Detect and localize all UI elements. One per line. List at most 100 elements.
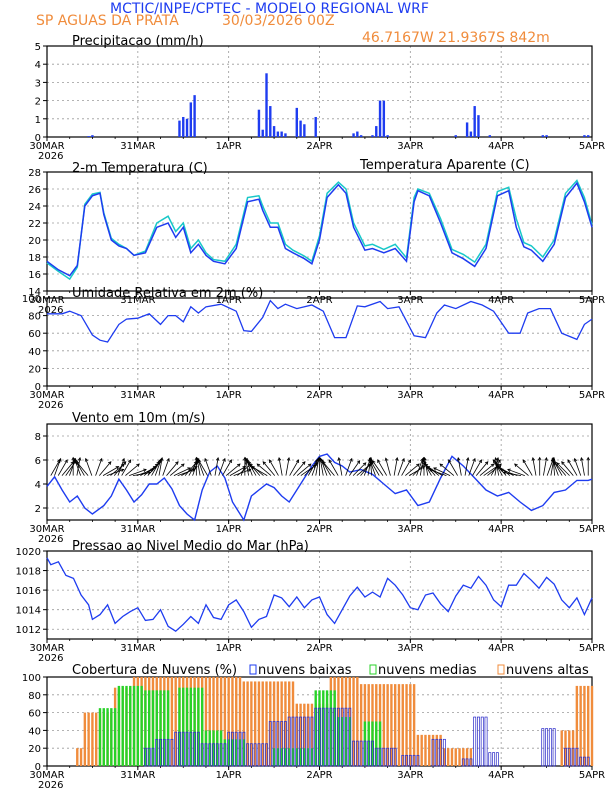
cloud-mid-bar [242, 739, 246, 766]
cloud-low-bar [147, 747, 151, 767]
x-tick-label: 30MAR [29, 390, 64, 401]
cloud-low-bar [265, 743, 268, 767]
wind-arrow-head [439, 463, 444, 467]
cloud-mid-bar [140, 685, 143, 766]
wind-arrow-head [395, 457, 399, 461]
cloud-mid-bar [272, 748, 276, 766]
x-year-label: 2026 [38, 534, 63, 545]
cloud-low-bar [306, 716, 310, 767]
wind-arrow [433, 467, 451, 476]
wind-arrow [457, 457, 462, 476]
precip-bar [477, 115, 480, 137]
x-tick-label: 5APR [579, 524, 605, 535]
wind-arrow-head [369, 459, 373, 464]
cloud-low-bar [257, 743, 261, 767]
wind-arrow [285, 457, 290, 476]
cloud-high-bar [583, 685, 586, 766]
rh-panel: 30MAR 31MAR 1APR 2APR 3APR 4APR 5APR 2026 0 20 40 6… [22, 286, 605, 411]
cloud-mid-bar [363, 721, 367, 766]
wind-arrow-head [407, 459, 412, 464]
wind-arrow [372, 460, 384, 476]
wind-arrow [416, 458, 424, 476]
cloud-high-bar [253, 681, 257, 766]
cloud-high-bar [299, 703, 302, 766]
cloud-mid-bar [147, 690, 151, 766]
cloud-mid-bar [159, 690, 162, 766]
y-tick-label: 22 [28, 219, 41, 230]
wind-arrow-head [522, 459, 527, 464]
cloud-high-bar [416, 734, 420, 766]
precip-bar [87, 136, 90, 137]
wind-arrow [307, 459, 318, 476]
cloud-high-bar [204, 677, 208, 766]
cloud-low-bar [412, 754, 416, 767]
wind-arrow [546, 458, 554, 476]
cloud-high-bar [170, 677, 174, 766]
y-tick-label: 40 [28, 347, 41, 358]
wind-arrow [567, 459, 578, 476]
wind-arrow [293, 461, 306, 476]
precip-bar [473, 106, 476, 137]
wind-arrow [363, 458, 371, 476]
wind-arrow-head [269, 459, 273, 464]
cloud-low-bar [170, 738, 174, 767]
wind-arrow [503, 472, 522, 476]
cloud-high-bar [91, 712, 94, 766]
wind-arrow [574, 458, 582, 476]
cloud-low-bar [363, 740, 367, 767]
precip-bar [299, 120, 302, 137]
cloud-mid-bar [280, 748, 283, 766]
x-tick-label: 2APR [306, 643, 332, 654]
cloud-high-bar [409, 684, 412, 766]
wind-arrow-head [497, 459, 501, 464]
precip-bar [193, 95, 196, 137]
cloud-high-bar [95, 712, 98, 766]
cloud-low-bar [359, 740, 363, 767]
y-tick-label: 4 [35, 480, 41, 491]
cloud-low-bar [401, 754, 405, 767]
wind-arrow-head [552, 459, 556, 464]
cloud-mid-bar [102, 708, 105, 766]
x-tick-label: 30MAR [29, 770, 64, 781]
wind-arrow [151, 459, 161, 476]
cloud-mid-bar [238, 739, 242, 766]
wind-arrow-head [295, 459, 300, 464]
x-tick-label: 4APR [488, 643, 514, 654]
cloud-mid-bar [216, 730, 219, 766]
y-tick-label: 40 [28, 726, 41, 737]
cloud-high-bar [269, 681, 272, 766]
cloud-low-bar [268, 721, 272, 767]
cloud-low-bar [465, 758, 469, 767]
precip-bar [545, 135, 548, 137]
wind-arrow [468, 458, 476, 476]
wind-arrow-head [127, 459, 132, 464]
wind-arrow-head [494, 461, 498, 465]
cloud-mid-bar [325, 690, 329, 766]
wind-arrow [338, 457, 343, 476]
precip-bar [375, 126, 378, 137]
wind-arrow-head [456, 457, 461, 461]
cloud-low-bar [564, 747, 567, 767]
wind-arrow [76, 461, 89, 476]
cloud-mid-bar [348, 717, 351, 766]
precip-bar [488, 135, 492, 137]
cloud-high-bar [405, 684, 408, 766]
wind-arrow [76, 457, 81, 476]
cloud-high-bar [352, 677, 355, 766]
precip-bar [284, 133, 287, 137]
cloud-mid-bar [132, 685, 136, 766]
cloud-low-bar [272, 721, 276, 767]
cloud-low-bar [405, 754, 408, 767]
precip-bar [314, 116, 317, 137]
y-tick-label: 14 [28, 287, 41, 298]
cloud-low-bar [416, 754, 420, 767]
x-tick-label: 31MAR [120, 295, 155, 306]
wind-arrow-head [166, 457, 170, 462]
cloud-high-bar [439, 734, 442, 766]
wind-arrow-head [567, 459, 571, 464]
cloud-low-bar [567, 747, 571, 767]
wind-arrow-head [247, 468, 252, 472]
cloud-high-bar [390, 684, 393, 766]
cloud-high-bar [401, 684, 404, 766]
wind-arrow-head [384, 457, 389, 462]
